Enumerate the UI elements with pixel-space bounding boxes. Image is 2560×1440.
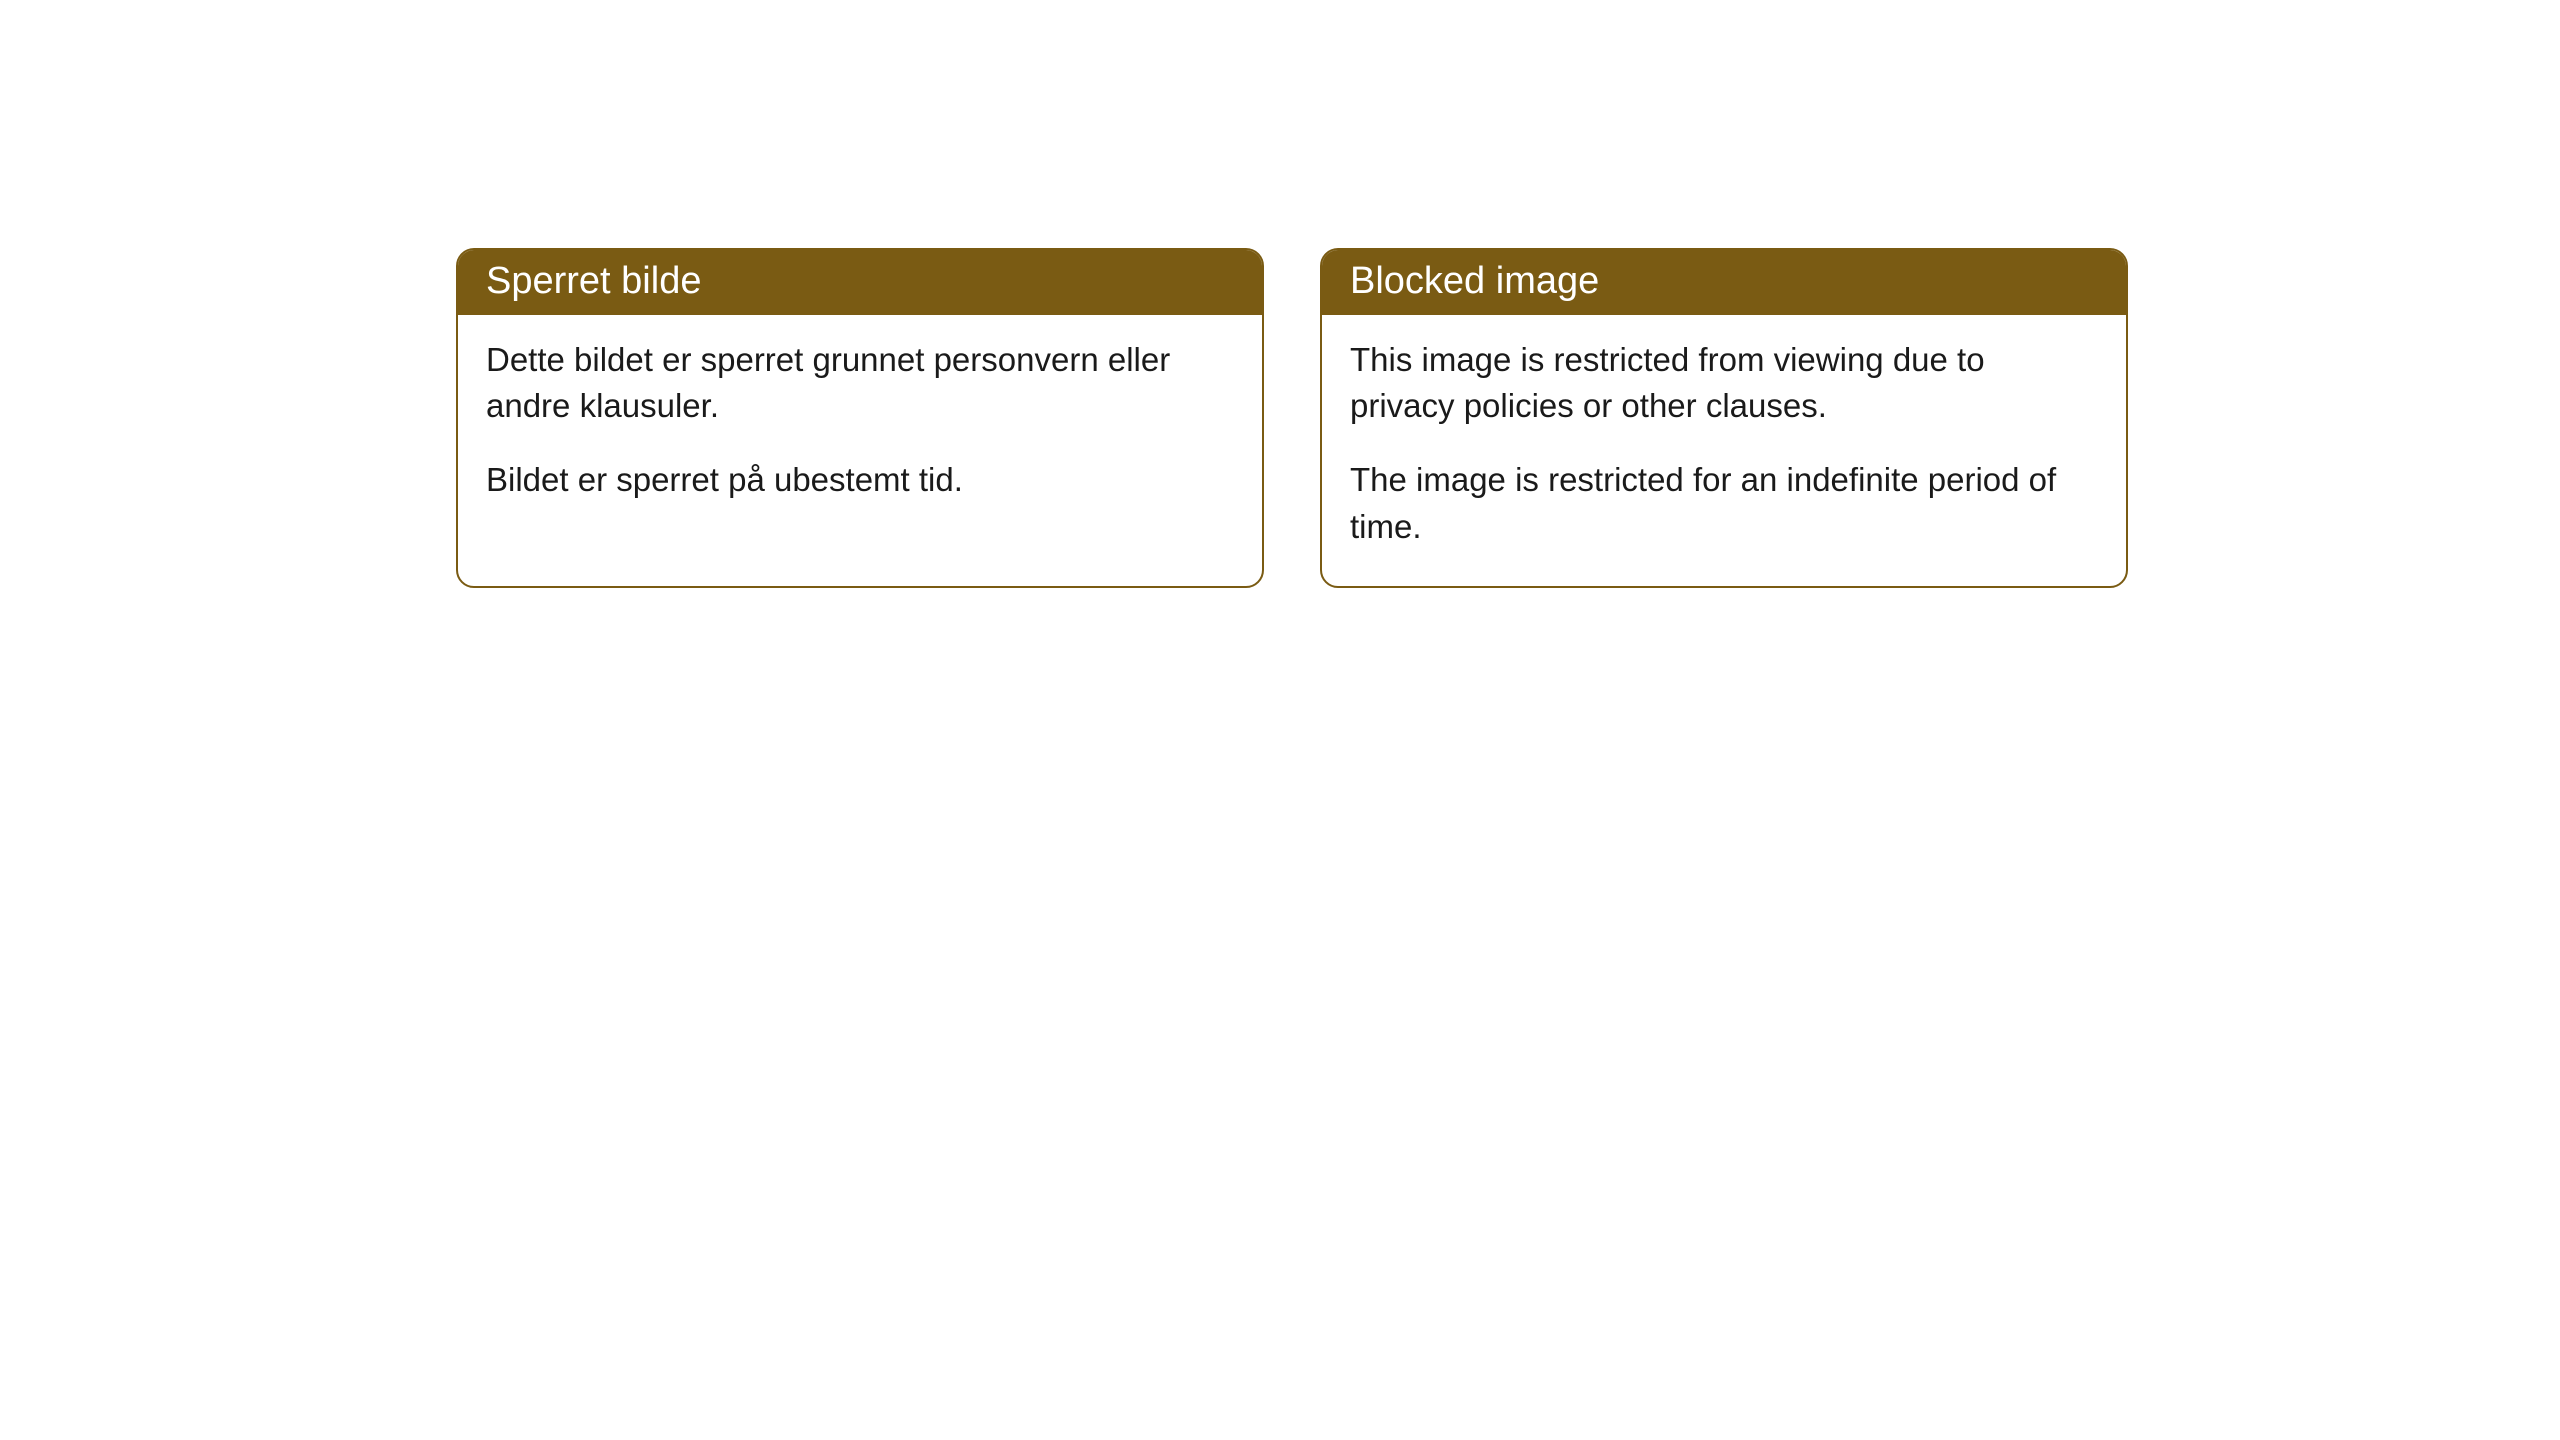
notice-card-english: Blocked image This image is restricted f… — [1320, 248, 2128, 588]
card-title-english: Blocked image — [1322, 250, 2126, 315]
card-paragraph: This image is restricted from viewing du… — [1350, 337, 2098, 429]
card-paragraph: Dette bildet er sperret grunnet personve… — [486, 337, 1234, 429]
card-body-norwegian: Dette bildet er sperret grunnet personve… — [458, 315, 1262, 540]
card-body-english: This image is restricted from viewing du… — [1322, 315, 2126, 586]
notice-cards-container: Sperret bilde Dette bildet er sperret gr… — [456, 248, 2128, 588]
card-paragraph: Bildet er sperret på ubestemt tid. — [486, 457, 1234, 503]
card-paragraph: The image is restricted for an indefinit… — [1350, 457, 2098, 549]
notice-card-norwegian: Sperret bilde Dette bildet er sperret gr… — [456, 248, 1264, 588]
card-title-norwegian: Sperret bilde — [458, 250, 1262, 315]
